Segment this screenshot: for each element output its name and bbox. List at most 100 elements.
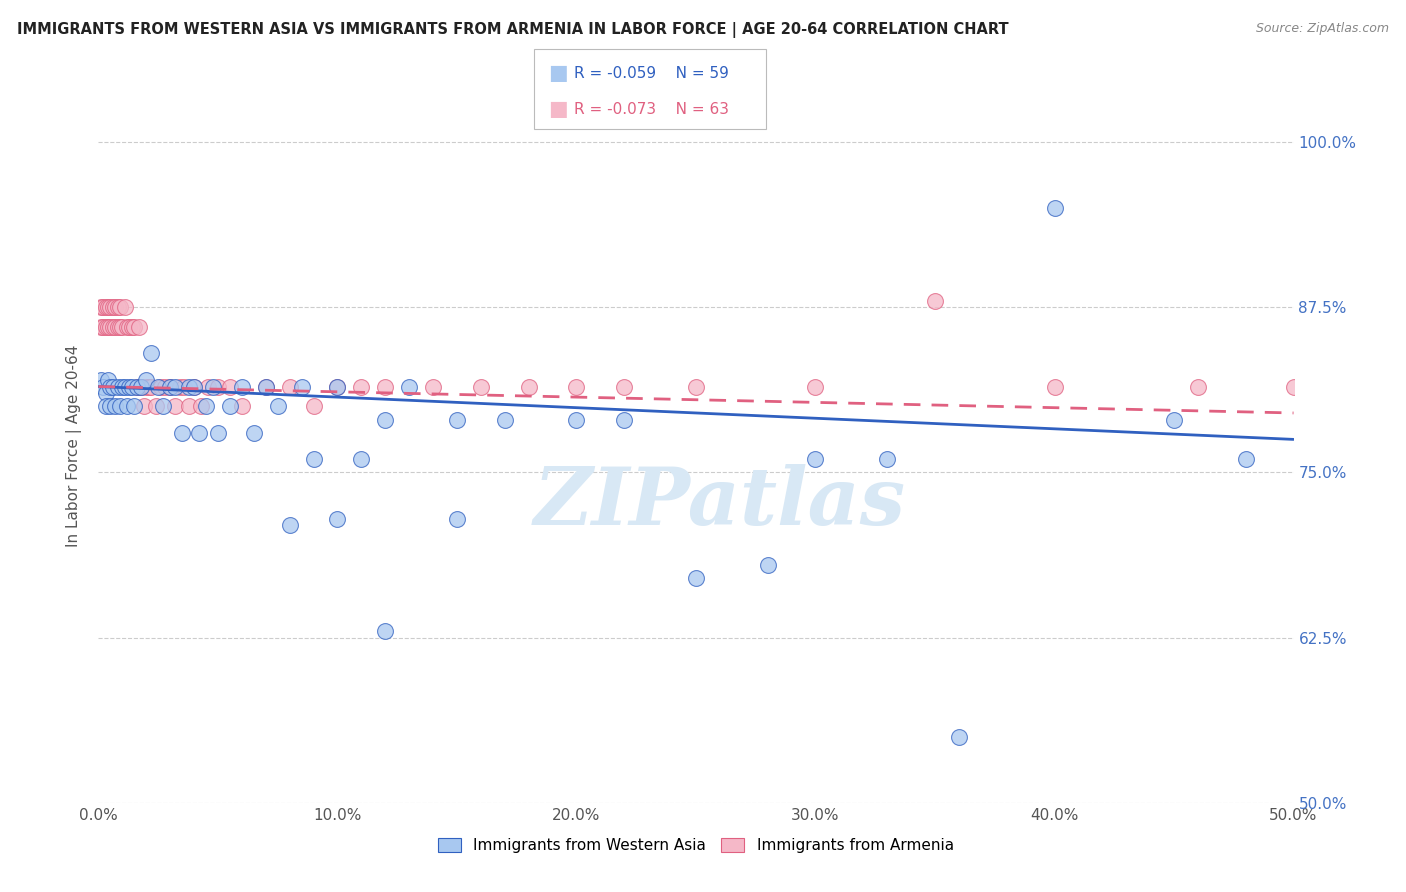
Point	[125, 379, 148, 393]
Point	[202, 379, 225, 393]
Point	[91, 379, 114, 393]
Point	[446, 412, 468, 426]
Point	[422, 379, 444, 393]
Point	[1043, 201, 1066, 215]
Point	[104, 320, 127, 334]
Point	[254, 379, 277, 393]
Point	[446, 511, 468, 525]
Point	[876, 452, 898, 467]
Point	[163, 400, 186, 414]
Point	[163, 379, 186, 393]
Point	[107, 320, 129, 334]
Point	[470, 379, 492, 393]
Point	[231, 400, 253, 414]
Point	[179, 379, 201, 393]
Point	[107, 379, 129, 393]
Text: IMMIGRANTS FROM WESTERN ASIA VS IMMIGRANTS FROM ARMENIA IN LABOR FORCE | AGE 20-: IMMIGRANTS FROM WESTERN ASIA VS IMMIGRAN…	[17, 22, 1008, 38]
Point	[108, 300, 131, 314]
Point	[91, 300, 114, 314]
Point	[924, 293, 946, 308]
Point	[132, 400, 155, 414]
Point	[149, 379, 172, 393]
Point	[350, 379, 373, 393]
Point	[135, 373, 157, 387]
Point	[190, 400, 212, 414]
Point	[494, 412, 516, 426]
Point	[94, 400, 117, 414]
Point	[115, 400, 138, 414]
Point	[131, 379, 153, 393]
Point	[91, 320, 114, 334]
Point	[1187, 379, 1209, 393]
Point	[169, 379, 191, 393]
Point	[124, 320, 146, 334]
Point	[685, 379, 707, 393]
Point	[231, 379, 253, 393]
Point	[398, 379, 420, 393]
Point	[101, 300, 124, 314]
Point	[187, 425, 209, 440]
Point	[685, 571, 707, 585]
Point	[139, 346, 162, 360]
Point	[374, 412, 396, 426]
Point	[267, 400, 290, 414]
Point	[108, 400, 131, 414]
Point	[125, 379, 148, 393]
Point	[243, 425, 266, 440]
Point	[101, 379, 124, 393]
Point	[124, 400, 146, 414]
Point	[104, 400, 127, 414]
Point	[111, 379, 134, 393]
Point	[1043, 379, 1066, 393]
Point	[114, 379, 136, 393]
Point	[94, 300, 117, 314]
Point	[139, 379, 162, 393]
Point	[98, 400, 122, 414]
Point	[565, 412, 588, 426]
Point	[118, 320, 141, 334]
Point	[128, 320, 150, 334]
Point	[183, 379, 205, 393]
Point	[254, 379, 277, 393]
Point	[101, 320, 124, 334]
Point	[278, 379, 301, 393]
Point	[90, 320, 112, 334]
Point	[219, 379, 242, 393]
Point	[302, 400, 325, 414]
Point	[155, 379, 177, 393]
Point	[94, 320, 117, 334]
Point	[121, 379, 143, 393]
Point	[98, 320, 122, 334]
Point	[98, 379, 122, 393]
Point	[148, 379, 170, 393]
Point	[804, 379, 827, 393]
Point	[278, 518, 301, 533]
Point	[517, 379, 540, 393]
Point	[90, 300, 112, 314]
Text: R = -0.059    N = 59: R = -0.059 N = 59	[574, 66, 728, 80]
Text: ■: ■	[548, 63, 568, 83]
Point	[145, 400, 167, 414]
Point	[108, 320, 131, 334]
Point	[374, 624, 396, 638]
Point	[1282, 379, 1305, 393]
Point	[107, 300, 129, 314]
Point	[326, 379, 349, 393]
Text: ■: ■	[548, 99, 568, 120]
Point	[326, 379, 349, 393]
Point	[613, 379, 636, 393]
Point	[350, 452, 373, 467]
Point	[97, 373, 120, 387]
Point	[1330, 379, 1353, 393]
Point	[179, 400, 201, 414]
Point	[98, 300, 122, 314]
Point	[183, 379, 205, 393]
Point	[302, 452, 325, 467]
Point	[90, 373, 112, 387]
Point	[374, 379, 396, 393]
Point	[121, 320, 143, 334]
Point	[97, 320, 120, 334]
Point	[1234, 452, 1257, 467]
Point	[159, 379, 181, 393]
Point	[207, 425, 229, 440]
